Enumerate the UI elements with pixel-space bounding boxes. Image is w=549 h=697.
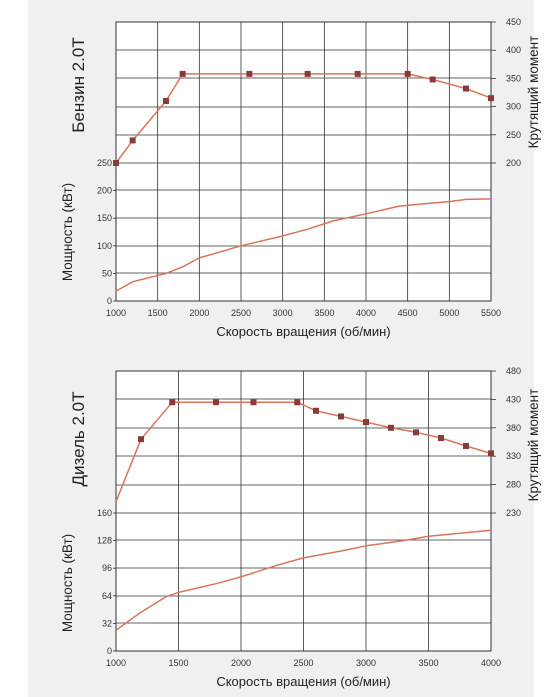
petrol-x-tick-label: 3500 xyxy=(314,308,334,318)
diesel-x-tick-label: 3000 xyxy=(356,658,376,668)
petrol-torque-tick-label: 250 xyxy=(506,130,521,140)
diesel-x-tick-label: 2000 xyxy=(231,658,251,668)
petrol-torque-data-point xyxy=(163,97,169,104)
petrol-x-tick-label: 1000 xyxy=(106,308,126,318)
diesel-torque-data-point xyxy=(363,419,369,426)
petrol-power-series-line-1 xyxy=(115,198,492,292)
diesel-torque-data-point xyxy=(313,407,319,414)
diesel-power-tick-label: 160 xyxy=(97,508,112,518)
petrol-torque-data-point xyxy=(129,137,136,144)
petrol-power-tick-label: 200 xyxy=(97,186,112,196)
diesel-torque-data-point xyxy=(169,399,176,406)
diesel-torque-tick-label: 430 xyxy=(506,394,521,404)
diesel-x-tick-label: 2500 xyxy=(293,658,313,668)
petrol-torque-tick-label: 450 xyxy=(506,17,521,27)
petrol-torque-data-point xyxy=(179,70,186,77)
diesel-torque-tick-label: 380 xyxy=(506,423,521,433)
petrol-x-tick-label: 1500 xyxy=(148,308,168,318)
diesel-torque-series-line-0 xyxy=(115,438,142,502)
petrol-x-tick-label: 5000 xyxy=(439,308,459,318)
petrol-x-tick-label: 4500 xyxy=(398,308,418,318)
petrol-power-tick-label: 50 xyxy=(102,268,112,278)
diesel-x-tick-label: 1000 xyxy=(106,658,126,668)
petrol-torque-data-point xyxy=(304,70,311,77)
diesel-power-tick-label: 96 xyxy=(102,563,112,573)
petrol-torque-data-point xyxy=(429,76,436,83)
diesel-x-tick-label: 4000 xyxy=(481,658,501,668)
petrol-torque-tick-label: 300 xyxy=(506,102,521,112)
petrol-torque-data-point xyxy=(488,95,494,102)
diesel-torque-data-point xyxy=(438,435,444,442)
diesel-torque-data-point xyxy=(338,413,344,420)
diesel-power-axis-title: Мощность (кВт) xyxy=(60,534,75,632)
diesel-chart-title: Дизель 2.0T xyxy=(69,391,88,486)
petrol-x-tick-label: 4000 xyxy=(356,308,376,318)
diesel-torque-data-point xyxy=(463,442,469,449)
diesel-power-tick-label: 0 xyxy=(107,646,112,656)
diesel-torque-data-point xyxy=(213,399,219,406)
diesel-x-tick-label: 3500 xyxy=(418,658,438,668)
diesel-power-tick-label: 128 xyxy=(97,536,112,546)
petrol-x-axis-title: Скорость вращения (об/мин) xyxy=(216,324,390,339)
petrol-torque-data-point xyxy=(113,160,119,166)
petrol-torque-data-point xyxy=(404,70,411,77)
petrol-power-axis-title: Мощность (кВт) xyxy=(60,183,75,281)
diesel-torque-axis-title: Крутящий момент xyxy=(526,389,541,502)
petrol-power-tick-label: 250 xyxy=(97,158,112,168)
petrol-x-tick-label: 2500 xyxy=(231,308,251,318)
diesel-torque-data-point xyxy=(488,450,494,457)
petrol-torque-data-point xyxy=(246,70,253,77)
petrol-torque-axis-title: Крутящий момент xyxy=(526,36,541,149)
petrol-power-tick-label: 100 xyxy=(97,241,112,251)
diesel-torque-tick-label: 230 xyxy=(506,508,521,518)
diesel-torque-data-point xyxy=(294,399,301,406)
petrol-x-tick-label: 3000 xyxy=(273,308,293,318)
petrol-torque-tick-label: 200 xyxy=(506,158,521,168)
diesel-power-tick-label: 64 xyxy=(102,591,112,601)
diesel-torque-tick-label: 280 xyxy=(506,480,521,490)
petrol-torque-tick-label: 350 xyxy=(506,73,521,83)
diesel-torque-data-point xyxy=(388,424,394,431)
diesel-x-axis-title: Скорость вращения (об/мин) xyxy=(216,674,390,689)
petrol-power-tick-label: 150 xyxy=(97,213,112,223)
petrol-plot-area xyxy=(115,21,492,302)
diesel-power-series-line-2 xyxy=(115,529,492,631)
diesel-torque-data-point xyxy=(138,436,144,443)
petrol-x-tick-label: 5500 xyxy=(481,308,501,318)
diesel-power-tick-label: 32 xyxy=(102,618,112,628)
petrol-x-tick-label: 2000 xyxy=(189,308,209,318)
petrol-chart-title: Бензин 2.0T xyxy=(69,37,88,132)
diesel-torque-data-point xyxy=(413,429,419,436)
diesel-torque-data-point xyxy=(250,399,257,406)
petrol-torque-data-point xyxy=(463,85,469,92)
petrol-power-tick-label: 0 xyxy=(107,296,112,306)
diesel-x-tick-label: 1500 xyxy=(168,658,188,668)
diesel-torque-tick-label: 480 xyxy=(506,366,521,376)
petrol-torque-data-point xyxy=(354,70,361,77)
diesel-torque-tick-label: 330 xyxy=(506,451,521,461)
petrol-torque-tick-label: 400 xyxy=(506,45,521,55)
